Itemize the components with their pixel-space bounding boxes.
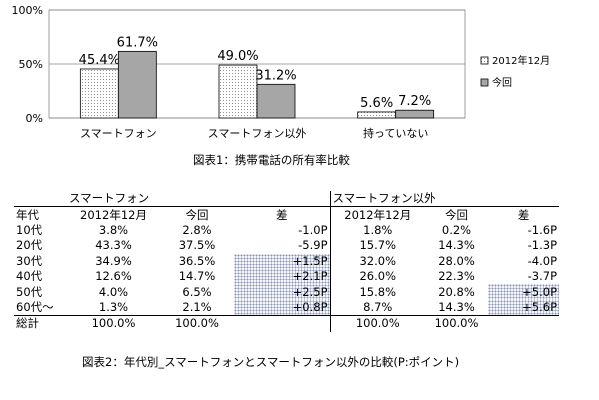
total-label: 総計	[14, 315, 67, 332]
header-blank	[14, 191, 67, 208]
sp-col-header: 今回	[185, 207, 209, 222]
other-now-cell: 14.3%	[438, 299, 475, 314]
total-row: 総計 100.0% 100.0% 100.0% 100.0%	[14, 315, 560, 332]
data-label: 7.2%	[398, 94, 431, 109]
other-diff-cell: +5.6P	[488, 299, 560, 316]
age-cell: 10代	[16, 222, 43, 237]
other-prev-cell: 1.8%	[329, 222, 425, 239]
other-col-header: 2012年12月	[329, 206, 425, 223]
age-cell: 40代	[16, 269, 43, 284]
age-cell: 60代～	[16, 299, 54, 314]
sp-now-cell: 2.1%	[182, 299, 212, 314]
sp-now-total: 100.0%	[160, 315, 234, 332]
sp-now-cell: 14.7%	[178, 269, 216, 284]
age-comparison-table: スマートフォン スマートフォン以外 年代 2012年12月 今回差 2012年12月 今回差…	[14, 191, 560, 332]
data-label: 5.6%	[360, 96, 393, 111]
sp-diff-total	[234, 315, 330, 332]
group-header-smartphone: スマートフォン	[67, 191, 330, 208]
age-header: 年代	[16, 207, 39, 222]
other-now-cell: 0.2%	[441, 222, 472, 237]
bar	[395, 109, 435, 119]
table-row: 20代 43.3% 37.5% -5.9P 15.7% 14.3% -1.3P	[14, 238, 559, 254]
other-diff-cell: -4.0P	[527, 253, 558, 268]
age-cell: 30代	[16, 253, 43, 268]
table-row: 50代 4.0% 6.5% +2.5P 15.8% 20.8% +5.0P	[14, 284, 560, 300]
other-col-header: 今回	[445, 207, 468, 222]
other-col-header: 差	[517, 207, 530, 222]
group-header-row: スマートフォン スマートフォン以外	[14, 191, 560, 208]
sp-prev-total: 100.0%	[67, 315, 160, 332]
other-diff-cell: -1.6P	[527, 222, 558, 237]
y-tick-label: 0%	[26, 112, 43, 125]
legend-swatch	[480, 56, 489, 65]
sp-now-cell: 2.8%	[182, 222, 212, 237]
other-prev-cell: 26.0%	[329, 268, 425, 285]
legend-label: 今回	[492, 76, 512, 89]
sp-diff-cell: +1.5P	[234, 253, 330, 269]
other-now-total: 100.0%	[425, 315, 488, 332]
column-header-row: 年代 2012年12月 今回 差 2012年12月 今回 差	[14, 206, 559, 223]
other-diff-total	[488, 315, 560, 332]
legend-swatch	[480, 78, 489, 87]
table-row: 60代～ 1.3% 2.1% +0.8P 8.7% 14.3% +5.6P	[14, 299, 560, 316]
other-prev-cell: 32.0%	[329, 253, 425, 269]
sp-diff-cell: -1.0P	[298, 222, 328, 237]
bar	[79, 68, 119, 119]
other-prev-cell: 15.7%	[329, 238, 425, 254]
other-prev-cell: 8.7%	[329, 299, 425, 316]
sp-col-header: 差	[276, 207, 288, 222]
sp-col-header: 2012年12月	[80, 207, 147, 222]
other-prev-total: 100.0%	[329, 315, 425, 332]
sp-diff-cell: +0.8P	[234, 299, 330, 316]
table-row: 10代 3.8% 2.8% -1.0P 1.8% 0.2% -1.6P	[14, 222, 559, 239]
other-prev-cell: 15.8%	[329, 284, 425, 300]
other-diff-cell: -3.7P	[527, 269, 558, 284]
data-label: 61.7%	[117, 35, 158, 50]
other-now-cell: 14.3%	[438, 238, 475, 253]
legend-label: 2012年12月	[492, 54, 550, 67]
x-tick-label: スマートフォン	[80, 127, 157, 140]
age-cell: 50代	[16, 284, 43, 299]
sp-diff-cell: -5.9P	[298, 238, 328, 253]
sp-diff-cell: +2.5P	[234, 284, 330, 300]
other-diff-cell: -1.3P	[527, 238, 558, 253]
sp-prev-cell: 1.3%	[98, 299, 129, 314]
data-label: 45.4%	[79, 53, 120, 68]
sp-now-cell: 36.5%	[178, 253, 216, 268]
y-tick-label: 100%	[12, 4, 43, 17]
other-now-cell: 20.8%	[438, 284, 475, 299]
ownership-bar-chart: 0% 50% 100% 45.4% 61.7% スマートフォン 49.0% 31.2% スマート…	[12, 4, 551, 140]
table-row: 30代 34.9% 36.5% +1.5P 32.0% 28.0% -4.0P	[14, 253, 559, 269]
y-tick-label: 50%	[19, 58, 43, 71]
sp-prev-cell: 43.3%	[95, 238, 132, 253]
table-row: 40代 12.6% 14.7% +2.1P 26.0% 22.3% -3.7P	[14, 268, 559, 285]
group-header-other: スマートフォン以外	[329, 191, 560, 208]
other-now-cell: 22.3%	[438, 269, 475, 284]
sp-now-cell: 6.5%	[182, 284, 212, 299]
other-now-cell: 28.0%	[438, 253, 475, 268]
sp-prev-cell: 3.8%	[98, 222, 129, 237]
age-cell: 20代	[16, 238, 43, 253]
bar	[117, 50, 157, 119]
ownership-chart: 0% 50% 100% 45.4% 61.7% スマートフォン 49.0% 31.2% スマート…	[0, 0, 599, 185]
data-label: 49.0%	[217, 49, 258, 64]
bar	[357, 111, 397, 119]
chart-title: 図表1：携帯電話の所有率比較	[193, 153, 350, 167]
x-tick-label: 持っていない	[363, 126, 428, 140]
bar	[256, 83, 296, 119]
x-tick-label: スマートフォン以外	[208, 127, 307, 140]
sp-prev-cell: 12.6%	[95, 269, 132, 284]
other-diff-cell: +5.0P	[488, 284, 560, 300]
sp-now-cell: 37.5%	[178, 238, 216, 253]
sp-prev-cell: 4.0%	[98, 284, 129, 299]
comparison-table: スマートフォン スマートフォン以外 年代 2012年12月 今回差 2012年12月 今回差…	[14, 191, 560, 332]
sp-prev-cell: 34.9%	[95, 253, 132, 268]
table-caption: 図表2：年代別_スマートフォンとスマートフォン以外の比較(P:ポイント)	[82, 355, 460, 369]
sp-diff-cell: +2.1P	[234, 268, 330, 285]
data-label: 31.2%	[255, 68, 296, 83]
bar	[218, 64, 258, 119]
